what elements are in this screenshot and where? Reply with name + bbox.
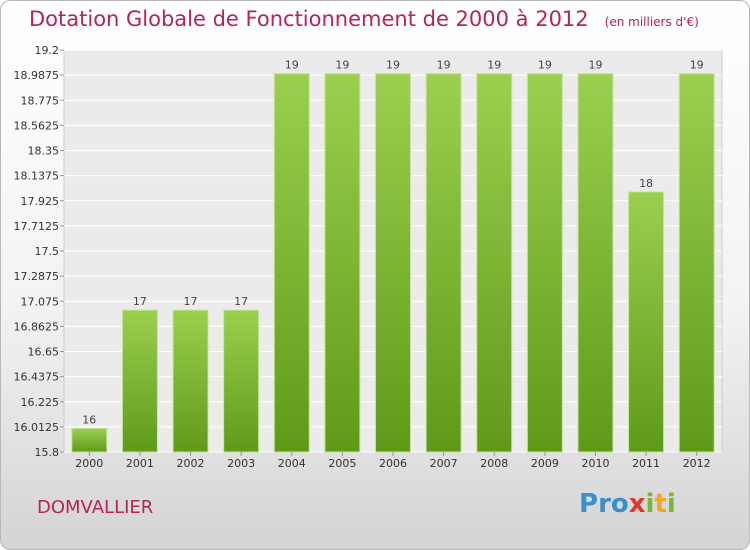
commune-name: DOMVALLIER bbox=[37, 497, 154, 518]
bar-2002 bbox=[172, 309, 209, 453]
bar-value-label: 19 bbox=[588, 59, 602, 72]
y-tick-label: 15.8 bbox=[35, 446, 60, 459]
logo-letter: r bbox=[598, 489, 611, 519]
y-axis-ticks: 15.8 16.0125 16.225 16.4375 16.65 16.8625 17.0… bbox=[14, 44, 64, 459]
x-tick-label: 2002 bbox=[177, 457, 205, 470]
x-tick-label: 2003 bbox=[227, 457, 255, 470]
bar-2004 bbox=[273, 73, 310, 453]
y-tick-label: 17.7125 bbox=[14, 220, 60, 233]
y-tick-label: 16.0125 bbox=[14, 421, 60, 434]
bar-2009 bbox=[526, 73, 563, 453]
x-tick-label: 2008 bbox=[480, 457, 508, 470]
x-tick-label: 2005 bbox=[328, 457, 356, 470]
bar-value-label: 19 bbox=[437, 59, 451, 72]
bar-2011 bbox=[628, 191, 665, 453]
x-tick-label: 2000 bbox=[75, 457, 103, 470]
x-tick-label: 2010 bbox=[581, 457, 609, 470]
chart-subtitle: (en milliers d'€) bbox=[604, 15, 699, 29]
y-tick-label: 16.65 bbox=[28, 346, 60, 359]
x-axis-ticks: 2000 2001 2002 2003 2004 2005 2006 2007 2008 2009… bbox=[75, 452, 711, 470]
bar-value-label: 17 bbox=[234, 295, 248, 308]
title-text: Dotation Globale de Fonctionnement de 20… bbox=[29, 7, 589, 31]
y-tick-label: 17.2875 bbox=[14, 270, 60, 283]
bar-2010 bbox=[577, 73, 614, 453]
bar-value-label: 18 bbox=[639, 177, 653, 190]
y-tick-label: 16.4375 bbox=[14, 371, 60, 384]
x-tick-label: 2012 bbox=[683, 457, 711, 470]
bar-value-label: 19 bbox=[335, 59, 349, 72]
bar-2007 bbox=[425, 73, 462, 453]
logo-letter: t bbox=[654, 489, 667, 519]
bar-value-label: 17 bbox=[133, 295, 147, 308]
y-tick-label: 17.925 bbox=[21, 195, 60, 208]
y-tick-label: 19.2 bbox=[35, 44, 60, 57]
bar-2006 bbox=[375, 73, 411, 453]
bar-2001 bbox=[121, 309, 158, 453]
bar-value-label: 17 bbox=[184, 295, 198, 308]
x-tick-label: 2007 bbox=[430, 457, 458, 470]
logo-letter: i bbox=[645, 489, 655, 519]
bar-2008 bbox=[476, 73, 513, 453]
x-tick-label: 2006 bbox=[379, 457, 407, 470]
y-tick-label: 18.35 bbox=[28, 145, 60, 158]
x-tick-label: 2001 bbox=[126, 457, 154, 470]
bar-value-label: 19 bbox=[285, 59, 299, 72]
y-tick-label: 17.5 bbox=[35, 245, 60, 258]
x-tick-label: 2009 bbox=[531, 457, 559, 470]
bar-2012 bbox=[678, 73, 715, 453]
bar-value-label: 19 bbox=[538, 59, 552, 72]
logo-letter: o bbox=[610, 489, 629, 519]
x-tick-label: 2011 bbox=[632, 457, 660, 470]
y-tick-label: 18.5625 bbox=[14, 119, 60, 132]
x-tick-label: 2004 bbox=[278, 457, 306, 470]
logo-letter: i bbox=[666, 489, 676, 519]
y-tick-label: 18.1375 bbox=[14, 170, 60, 183]
chart-title: Dotation Globale de Fonctionnement de 20… bbox=[29, 7, 699, 31]
bar-value-label: 19 bbox=[386, 59, 400, 72]
y-tick-label: 17.075 bbox=[21, 295, 60, 308]
proxiti-logo[interactable]: Proxiti bbox=[579, 489, 676, 519]
bar-2003 bbox=[223, 309, 260, 453]
logo-letter: P bbox=[579, 489, 599, 519]
bar-2000 bbox=[71, 427, 108, 453]
bars: 16 17 17 17 19 19 19 19 19 19 19 18 19 bbox=[71, 59, 715, 453]
bar-value-label: 16 bbox=[82, 413, 96, 426]
y-tick-label: 18.775 bbox=[21, 94, 60, 107]
y-tick-label: 18.9875 bbox=[14, 69, 60, 82]
bar-value-label: 19 bbox=[690, 59, 704, 72]
y-tick-label: 16.8625 bbox=[14, 320, 60, 333]
bar-value-label: 19 bbox=[487, 59, 501, 72]
bar-2005 bbox=[324, 73, 361, 453]
y-tick-label: 16.225 bbox=[21, 396, 60, 409]
logo-letter: x bbox=[628, 489, 646, 519]
